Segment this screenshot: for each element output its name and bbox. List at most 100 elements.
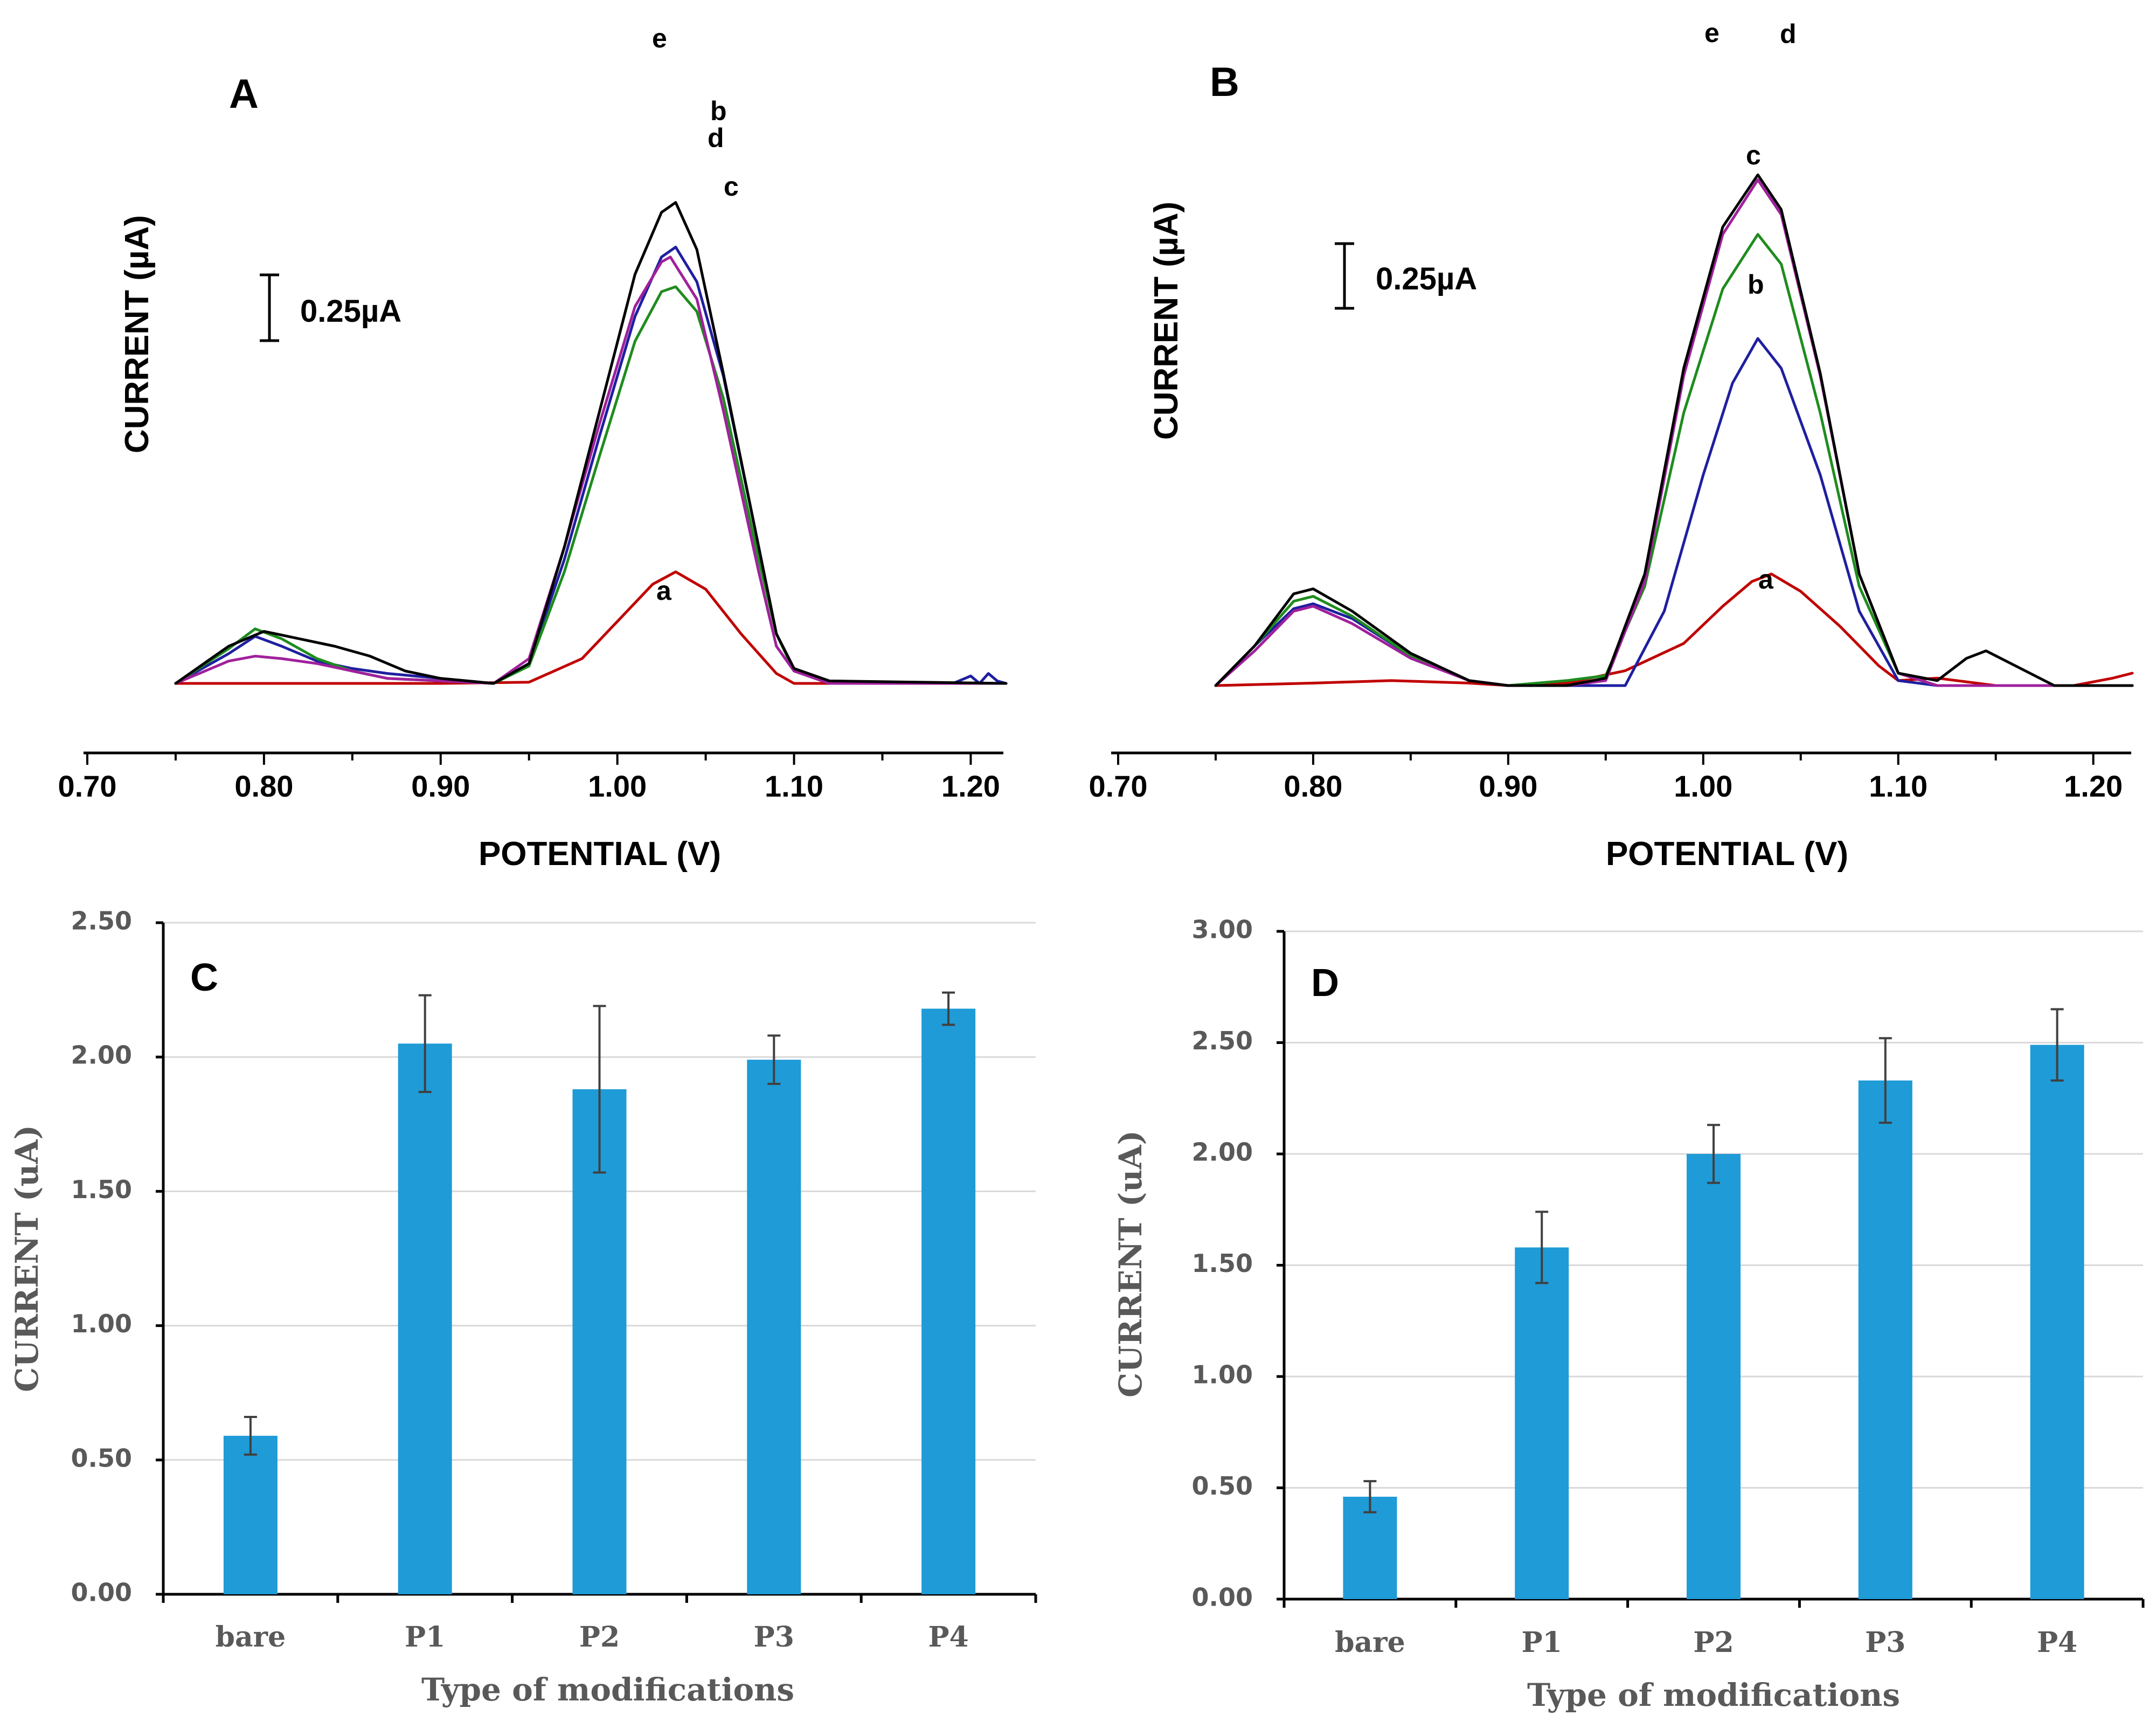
panel-a-curve-c	[174, 285, 1008, 685]
panel-b-curve-a	[1214, 572, 2134, 687]
panel-a-label-e: e	[652, 23, 667, 53]
panel-b-curve-b	[1214, 337, 2134, 687]
panel-c-category-label: P3	[754, 1621, 794, 1654]
panel-b-x-ticks	[1117, 753, 2095, 765]
panel-a-curves	[174, 201, 1008, 685]
panel-c-bars	[223, 1008, 976, 1594]
panel-a-xtick-label: 0.80	[234, 769, 293, 803]
panel-c-x-tick-marks	[162, 1594, 1037, 1603]
panel-a-curve-e	[174, 201, 1008, 685]
panel-d-bar-P1	[1515, 1247, 1569, 1599]
panel-a-label-a: a	[656, 576, 672, 606]
panel-c-letter: C	[190, 956, 218, 999]
panel-d-ytick-label: 2.50	[1192, 1026, 1253, 1055]
panel-c-ylabel: CURRENT (uA)	[9, 1125, 45, 1392]
panel-a-ylabel: CURRENT (µA)	[119, 215, 156, 453]
panel-d-ytick-label: 0.00	[1192, 1583, 1253, 1612]
panel-d-ytick-label: 1.00	[1192, 1360, 1253, 1389]
panel-d-category-label: bare	[1335, 1626, 1405, 1659]
panel-b-label-b: b	[1748, 269, 1764, 300]
panel-b-xtick-label: 1.10	[1869, 769, 1928, 803]
panel-c-bar-bare	[223, 1435, 278, 1594]
panel-c-category-label: bare	[216, 1621, 286, 1654]
panel-a-label-c: c	[724, 171, 739, 202]
panel-d-x-tick-marks	[1282, 1599, 2145, 1608]
panel-d-ytick-label: 2.00	[1192, 1138, 1253, 1167]
panel-b-label-c: c	[1746, 140, 1761, 170]
panel-d-xlabel: Type of modifications	[1527, 1677, 1900, 1713]
panel-b-label-d: d	[1780, 19, 1797, 49]
panel-b-curve-labels: a b c d e	[1704, 18, 1797, 594]
panel-d-ytick-label: 3.00	[1192, 915, 1253, 944]
panel-d-error-bars	[1363, 1008, 2064, 1513]
panel-a-xlabel: POTENTIAL (V)	[479, 835, 721, 873]
panel-b-scale-bar: 0.25µA	[1335, 242, 1477, 310]
panel-b-xtick-label: 0.70	[1089, 769, 1148, 803]
panel-a-x-ticks	[86, 753, 972, 765]
panel-b-scale-bar-label: 0.25µA	[1376, 261, 1477, 296]
panel-a-curve-d	[174, 255, 1008, 685]
panel-d-y-tick-labels: 0.00 0.50 1.00 1.50 2.00 2.50 3.00	[1192, 915, 1253, 1612]
panel-c: C 0.00 0.50 1.00 1.50 2.00 2.50 bare P1 …	[9, 907, 1037, 1708]
panel-c-xlabel: Type of modifications	[421, 1671, 794, 1708]
panel-d-category-label: P3	[1865, 1626, 1905, 1659]
panel-b-curve-c	[1214, 233, 2134, 687]
panel-b-ylabel: CURRENT (µA)	[1148, 202, 1185, 440]
panel-a-label-d: d	[708, 123, 724, 153]
panel-c-bar-P4	[921, 1008, 976, 1594]
panel-d-letter: D	[1311, 962, 1339, 1005]
panel-b-xtick-label: 0.90	[1479, 769, 1537, 803]
panel-a-scale-bar: 0.25µA	[260, 273, 401, 342]
panel-a-curve-a	[174, 570, 1008, 685]
panel-d-bars	[1343, 1045, 2084, 1599]
panel-c-bar-P3	[747, 1060, 801, 1594]
panel-a-scale-bar-label: 0.25µA	[300, 294, 401, 329]
panel-d-category-label: P2	[1693, 1626, 1734, 1659]
panel-b-label-a: a	[1758, 564, 1774, 594]
panel-b-label-e: e	[1704, 18, 1720, 48]
panel-a-letter: A	[229, 71, 259, 117]
panel-c-ytick-label: 0.50	[71, 1443, 133, 1472]
panel-b-xlabel: POTENTIAL (V)	[1606, 835, 1848, 873]
panel-a-xtick-label: 0.90	[411, 769, 470, 803]
panel-d-ytick-label: 1.50	[1192, 1249, 1253, 1278]
panel-b-xtick-label: 1.20	[2064, 769, 2123, 803]
panel-b-xtick-label: 0.80	[1284, 769, 1342, 803]
panel-d-ytick-label: 0.50	[1192, 1471, 1253, 1500]
panel-c-category-label: P2	[579, 1621, 620, 1654]
panel-a-x-tick-labels: 0.70 0.80 0.90 1.00 1.10 1.20	[58, 769, 1000, 803]
panel-a-xtick-label: 0.70	[58, 769, 117, 803]
panel-a-curve-labels: a b c d e	[652, 23, 739, 606]
panel-c-category-labels: bare P1 P2 P3 P4	[216, 1621, 969, 1654]
panel-d-category-label: P1	[1522, 1626, 1562, 1659]
panel-a-xtick-label: 1.20	[941, 769, 1000, 803]
panel-d-bar-bare	[1343, 1497, 1397, 1599]
panel-a-xtick-label: 1.10	[765, 769, 823, 803]
panel-c-error-bars	[244, 991, 955, 1456]
panel-b-curve-e	[1214, 173, 2134, 687]
panel-d: D 0.00 0.50 1.00 1.50 2.00 2.50 3.00 bar…	[1112, 915, 2145, 1713]
panel-b-x-tick-labels: 0.70 0.80 0.90 1.00 1.10 1.20	[1089, 769, 2123, 803]
panel-d-ylabel: CURRENT (uA)	[1112, 1130, 1149, 1398]
panel-b-curves	[1214, 173, 2134, 687]
panel-b-xtick-label: 1.00	[1674, 769, 1732, 803]
panel-c-bar-P1	[398, 1043, 452, 1594]
panel-a: A CURRENT (µA) 0.25µA 0.70 0.80 0.90 1.0…	[58, 23, 1008, 873]
panel-c-ytick-label: 1.00	[71, 1309, 133, 1338]
panel-d-y-tick-marks	[1277, 930, 1284, 1601]
panel-b-curve-d	[1214, 178, 2134, 687]
panel-d-category-label: P4	[2037, 1626, 2077, 1659]
panel-d-category-labels: bare P1 P2 P3 P4	[1335, 1626, 2077, 1659]
panel-c-y-tick-marks	[156, 921, 163, 1596]
panel-c-ytick-label: 2.50	[71, 907, 133, 936]
panel-c-ytick-label: 0.00	[71, 1578, 133, 1607]
panel-d-bar-P2	[1687, 1154, 1741, 1599]
panel-c-category-label: P1	[405, 1621, 445, 1654]
panel-b-letter: B	[1210, 59, 1239, 105]
panel-d-bar-P3	[1858, 1080, 1912, 1599]
panel-b: B CURRENT (µA) 0.25µA 0.70 0.80 0.90 1.0…	[1089, 18, 2134, 873]
panel-a-xtick-label: 1.00	[588, 769, 647, 803]
panel-c-y-tick-labels: 0.00 0.50 1.00 1.50 2.00 2.50	[71, 907, 133, 1607]
panel-c-category-label: P4	[928, 1621, 968, 1654]
